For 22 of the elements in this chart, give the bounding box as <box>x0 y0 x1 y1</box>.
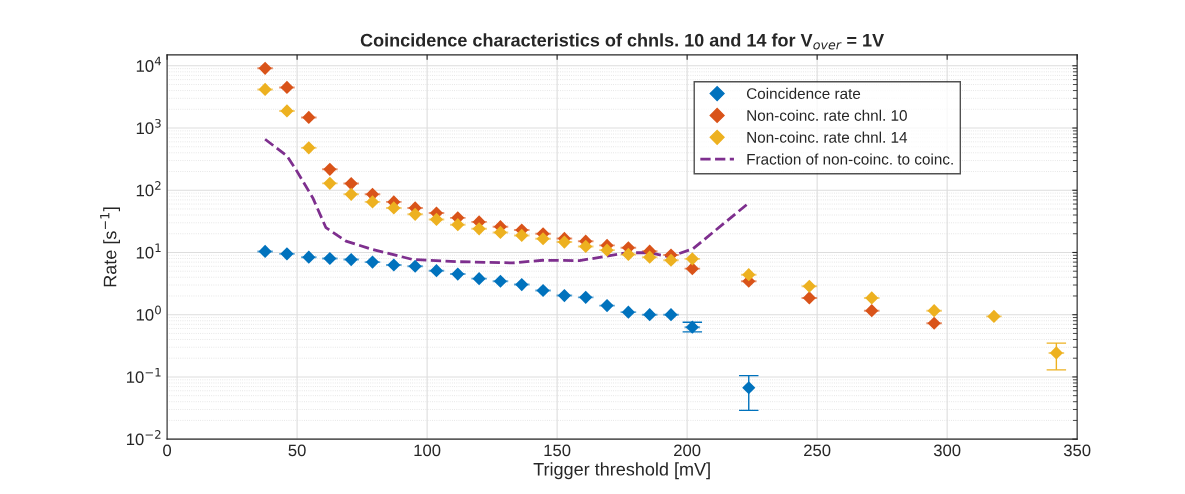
chart-title: Coincidence characteristics of chnls. 10 and 14 for V$_{over}$ = 1V <box>360 33 884 50</box>
x-tick-label: 0 <box>163 444 172 457</box>
legend-label: Fraction of non-coinc. to coinc. <box>747 153 953 165</box>
x-tick-label: 350 <box>1063 444 1091 457</box>
legend-label: Non-coinc. rate chnl. 14 <box>747 131 908 143</box>
x-tick-label: 100 <box>414 444 441 457</box>
y-axis-title: Rate [s$^{−1}$] <box>100 207 120 287</box>
x-tick-label: 250 <box>804 444 831 457</box>
x-tick-label: 50 <box>288 444 306 457</box>
y-tick-label: 10$^{0}$ <box>136 305 161 321</box>
x-tick-label: 200 <box>674 444 701 457</box>
y-tick-label: 10$^{−1}$ <box>126 367 161 384</box>
y-tick-label: 10$^{3}$ <box>136 118 161 135</box>
legend-label: Non-coinc. rate chnl. 10 <box>747 109 907 121</box>
x-tick-label: 300 <box>933 444 961 457</box>
y-tick-label: 10$^{4}$ <box>136 56 162 72</box>
y-tick-label: 10$^{2}$ <box>136 181 161 197</box>
legend-label: Coincidence rate <box>746 87 861 100</box>
x-axis-title: Trigger threshold [mV] <box>533 462 710 480</box>
y-tick-label: 10$^{1}$ <box>136 243 161 259</box>
y-tick-label: 10$^{−2}$ <box>126 430 161 446</box>
x-tick-label: 150 <box>544 444 571 457</box>
